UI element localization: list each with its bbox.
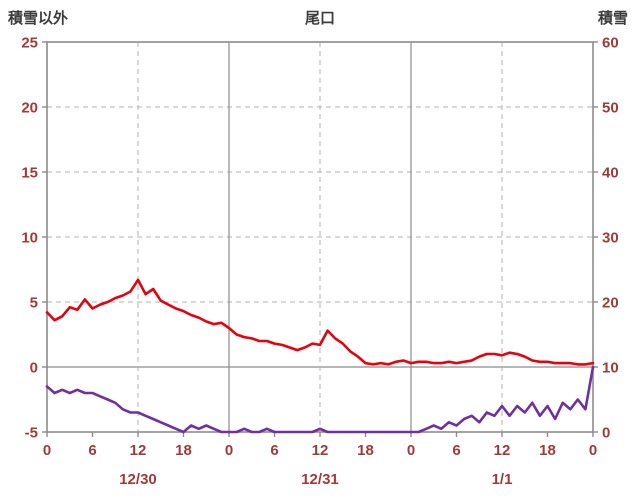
- x-axis-hour-label: 6: [452, 442, 460, 459]
- right-axis-tick-label: 20: [602, 295, 619, 312]
- purple-series-line: [45, 365, 595, 434]
- x-axis-hour-label: 6: [270, 442, 278, 459]
- x-axis-date-label: 12/31: [301, 471, 339, 488]
- x-axis-hour-label: 0: [407, 442, 415, 459]
- left-axis-tick-label: 5: [30, 295, 38, 312]
- x-axis-hour-label: 18: [539, 442, 556, 459]
- x-axis-hour-label: 18: [175, 442, 192, 459]
- x-axis-hour-label: 0: [43, 442, 51, 459]
- chart-title: 尾口: [304, 10, 335, 27]
- left-axis-tick-label: 25: [21, 35, 38, 52]
- right-axis-tick-label: 0: [602, 425, 610, 442]
- x-axis-hour-label: 6: [88, 442, 96, 459]
- x-axis-date-label: 1/1: [492, 471, 513, 488]
- red-series-line: [45, 278, 595, 366]
- left-axis-tick-label: 10: [21, 230, 38, 247]
- right-axis-tick-label: 10: [602, 360, 619, 377]
- x-axis-hour-label: 12: [494, 442, 511, 459]
- x-axis-hour-label: 18: [357, 442, 374, 459]
- x-axis-hour-label: 12: [312, 442, 329, 459]
- right-axis-tick-label: 30: [602, 230, 619, 247]
- left-axis-tick-label: 0: [30, 360, 38, 377]
- right-axis-tick-label: 40: [602, 165, 619, 182]
- x-axis-hour-label: 0: [225, 442, 233, 459]
- left-axis-tick-label: 20: [21, 100, 38, 117]
- x-axis-hour-label: 12: [130, 442, 147, 459]
- x-axis-hour-label: 0: [589, 442, 597, 459]
- x-axis-date-label: 12/30: [119, 471, 157, 488]
- left-axis-title: 積雪以外: [8, 10, 69, 27]
- right-axis-tick-label: 50: [602, 100, 619, 117]
- right-axis-tick-label: 60: [602, 35, 619, 52]
- right-axis-title: 積雪: [597, 10, 628, 27]
- left-axis-tick-label: 15: [21, 165, 38, 182]
- left-axis-tick-label: -5: [25, 425, 38, 442]
